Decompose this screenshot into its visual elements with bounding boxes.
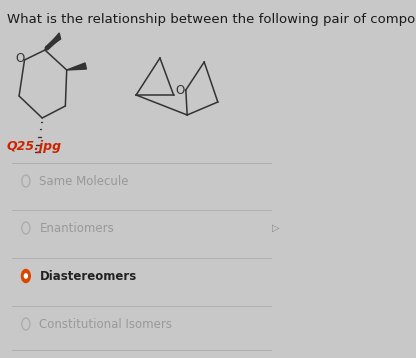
Text: Q25.jpg: Q25.jpg [7,140,62,153]
Polygon shape [45,33,61,50]
Text: O: O [176,83,185,97]
Circle shape [25,274,27,278]
Text: What is the relationship between the following pair of compounds?: What is the relationship between the fol… [7,13,416,26]
Text: O: O [15,52,25,64]
Text: Same Molecule: Same Molecule [40,174,129,188]
Polygon shape [67,63,87,70]
Text: Constitutional Isomers: Constitutional Isomers [40,318,173,330]
Circle shape [22,270,30,282]
Text: Diastereomers: Diastereomers [40,270,137,282]
Text: ▷: ▷ [272,223,280,233]
Text: Enantiomers: Enantiomers [40,222,114,234]
